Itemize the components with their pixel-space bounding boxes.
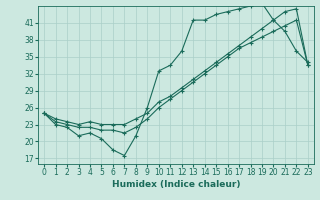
X-axis label: Humidex (Indice chaleur): Humidex (Indice chaleur) <box>112 180 240 189</box>
